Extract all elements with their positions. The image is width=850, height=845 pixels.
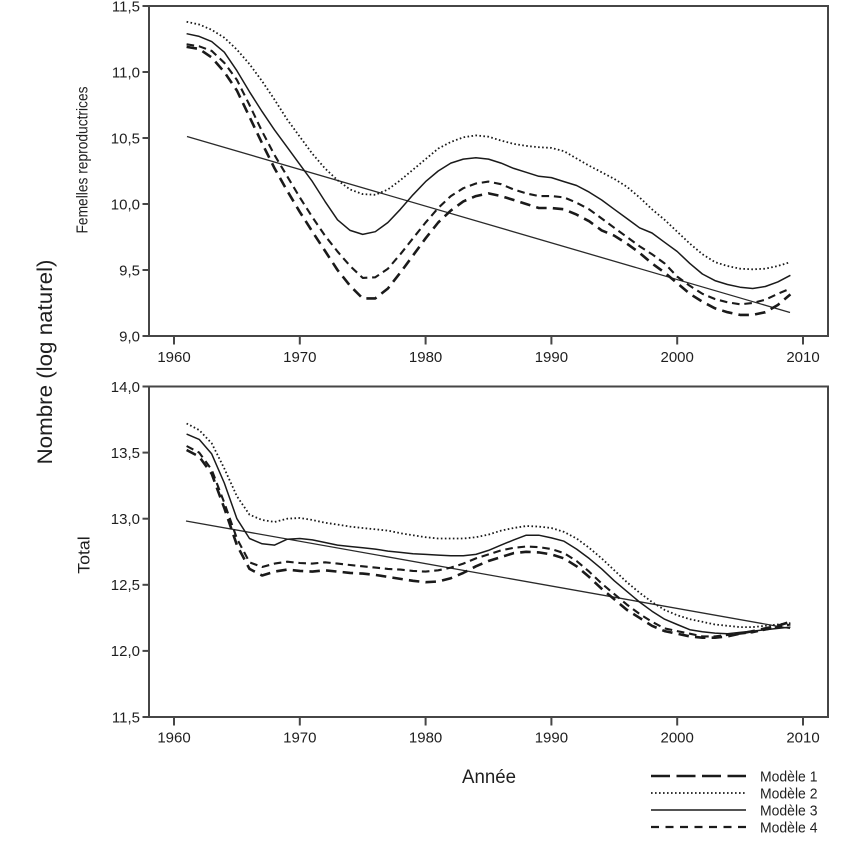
svg-text:Nombre (log naturel): Nombre (log naturel) [34,260,57,465]
svg-text:10,5: 10,5 [111,130,140,147]
svg-text:1980: 1980 [409,349,442,366]
svg-text:1970: 1970 [283,349,316,366]
svg-text:14,0: 14,0 [111,379,140,396]
svg-text:1990: 1990 [535,349,568,366]
svg-text:13,0: 13,0 [111,511,140,528]
svg-text:12,0: 12,0 [111,643,140,660]
svg-text:10,0: 10,0 [111,196,140,213]
svg-text:1960: 1960 [157,730,190,747]
svg-text:Modèle 3: Modèle 3 [760,802,818,819]
svg-text:Modèle 4: Modèle 4 [760,819,818,836]
svg-text:1960: 1960 [157,349,190,366]
svg-text:2010: 2010 [786,730,819,747]
svg-text:12,5: 12,5 [111,577,140,594]
svg-text:9,5: 9,5 [119,262,140,279]
svg-text:9,0: 9,0 [119,328,140,345]
svg-text:2000: 2000 [661,730,694,747]
svg-text:1990: 1990 [535,730,568,747]
svg-text:1970: 1970 [283,730,316,747]
svg-text:2000: 2000 [661,349,694,366]
svg-text:1980: 1980 [409,730,442,747]
svg-text:Modèle 1: Modèle 1 [760,768,818,785]
svg-text:2010: 2010 [786,349,819,366]
svg-text:13,5: 13,5 [111,445,140,462]
svg-text:Modèle 2: Modèle 2 [760,785,818,802]
svg-text:Femelles reproductrices: Femelles reproductrices [75,87,92,234]
svg-text:Année: Année [462,767,516,788]
svg-text:Total: Total [75,536,94,574]
svg-text:11,5: 11,5 [112,709,140,726]
svg-text:11,0: 11,0 [112,64,140,81]
svg-text:11,5: 11,5 [112,0,140,15]
